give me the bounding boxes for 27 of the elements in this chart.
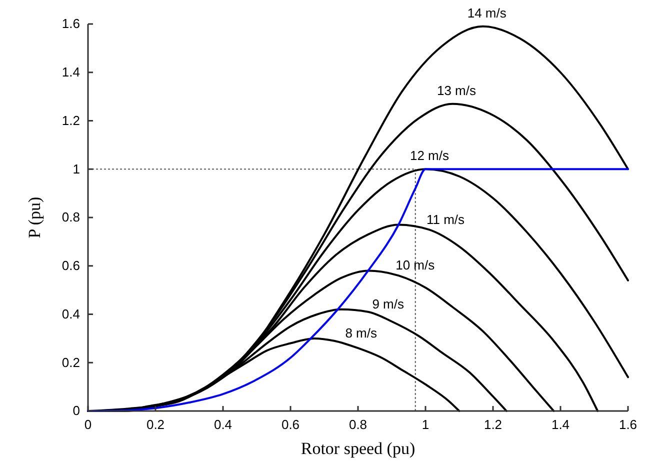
y-tick-label: 0 [72,403,80,418]
x-tick-label: 0.8 [348,417,368,432]
y-tick-label: 1.2 [62,112,80,128]
x-tick-label: 1.2 [484,417,502,432]
series-label: 8 m/s [345,325,378,340]
series-label: 14 m/s [467,5,507,20]
x-tick-label: 1 [422,417,430,432]
y-tick-label: 1 [72,161,80,176]
series-label: 9 m/s [372,296,405,312]
x-tick-label: 0.6 [281,417,300,432]
x-tick-label: 0 [84,417,92,432]
y-tick-label: 1.6 [62,16,80,32]
x-tick-label: 0.4 [214,417,232,432]
y-tick-label: 0.2 [62,354,80,370]
y-axis-title: P (pu) [25,196,44,238]
x-tick-label: 0.2 [146,417,165,432]
series-label: 10 m/s [396,258,436,273]
y-tick-label: 0.6 [62,258,80,274]
series-label: 11 m/s [426,212,466,227]
y-tick-label: 1.4 [62,64,80,80]
series-label: 13 m/s [436,82,477,98]
x-axis-title: Rotor speed (pu) [300,439,416,458]
y-tick-label: 0.4 [62,306,80,322]
x-tick-label: 1.6 [618,417,638,432]
x-tick-label: 1.4 [551,417,570,432]
y-tick-label: 0.8 [62,210,80,225]
series-label: 12 m/s [410,148,450,164]
